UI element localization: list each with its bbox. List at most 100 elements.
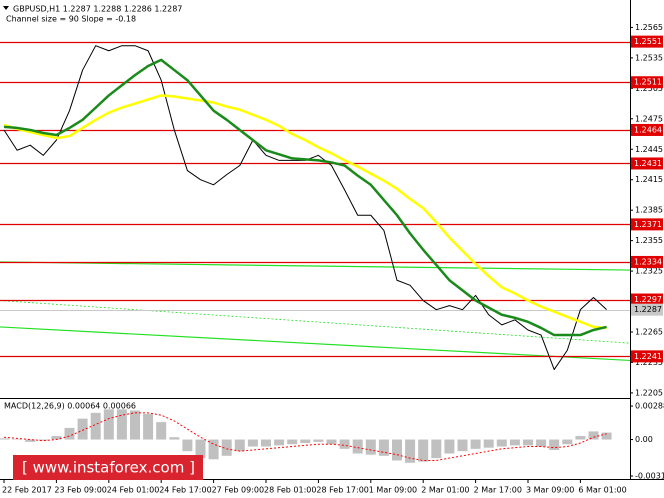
macd-bar — [116, 409, 127, 440]
channel-line — [0, 326, 631, 362]
series-line — [3, 94, 607, 330]
x-tick-label: 22 Feb 2017 — [2, 486, 52, 495]
macd-bar — [38, 439, 49, 441]
macd-bar — [392, 439, 402, 461]
x-tick-label: 27 Feb 09:00 — [212, 486, 264, 495]
last-price-box — [631, 303, 663, 316]
level-label-box — [631, 255, 663, 268]
channel-line — [0, 261, 631, 271]
watermark: [ www.instaforex.com ] — [22, 459, 195, 477]
macd-bar — [287, 439, 298, 445]
level-label: 1.2511 — [634, 78, 662, 87]
macd-bar — [378, 439, 389, 456]
macd-bar — [130, 410, 140, 440]
macd-bar — [261, 439, 271, 447]
macd-bar — [274, 439, 285, 446]
main-panel: 1.2565 1.2535 1.2505 1.2475 1.2445 1.2415 1.23… — [0, 23, 663, 495]
macd-bar — [418, 439, 429, 462]
macd-bar — [313, 439, 324, 442]
chart-subtitle: Channel size = 90 Slope = -0.18 — [6, 15, 136, 24]
x-tick-label: 2 Mar 01:00 — [421, 486, 469, 495]
macd-bar — [431, 439, 442, 459]
y-tick-label: 1.2505 — [635, 84, 663, 93]
macd-bar — [470, 439, 481, 449]
y-tick-label: 1.2235 — [635, 358, 663, 367]
level-label-box — [631, 123, 663, 136]
macd-bar — [536, 439, 547, 447]
macd-bar — [90, 412, 101, 440]
level-label-box — [631, 293, 663, 306]
macd-bar — [549, 439, 560, 451]
macd-bar — [405, 439, 416, 463]
macd-bar — [169, 437, 180, 440]
level-label-box — [631, 350, 663, 363]
y-tick-label: 1.2355 — [635, 236, 663, 245]
macd-bar — [247, 439, 258, 447]
y-tick-label: 0.00 — [635, 435, 653, 444]
macd-bar — [0, 438, 9, 440]
macd-bar — [182, 439, 193, 452]
macd-bar — [444, 439, 455, 454]
y-tick-label: 1.2325 — [635, 267, 663, 276]
macd-bar — [195, 439, 206, 459]
level-label: 1.2464 — [634, 125, 662, 134]
macd-bar — [208, 439, 219, 460]
x-tick-label: 23 Feb 09:00 — [54, 486, 106, 495]
x-tick-label: 1 Mar 09:00 — [369, 486, 417, 495]
macd-bar — [326, 439, 337, 445]
macd-bar — [64, 427, 75, 440]
last-price-label: 1.2287 — [634, 305, 662, 314]
x-tick-label: 24 Feb 01:00 — [107, 486, 159, 495]
macd-bar — [221, 439, 232, 456]
macd-bar — [103, 409, 114, 440]
macd-bar — [12, 439, 23, 441]
macd-bar — [352, 439, 363, 454]
series-line — [3, 58, 607, 337]
macd-bar — [339, 439, 350, 449]
macd-bar — [562, 439, 573, 445]
y-tick-label: 1.2265 — [635, 328, 663, 337]
y-tick-label: 1.2205 — [635, 388, 663, 397]
y-tick-label: -0.00314 — [635, 472, 664, 481]
signal-line — [3, 412, 607, 461]
macd-bar — [523, 439, 533, 446]
y-tick-label: 0.00288 — [635, 402, 664, 411]
macd-bar — [300, 439, 311, 444]
menu-arrow — [3, 6, 9, 10]
macd-bar — [77, 418, 88, 440]
x-tick-label: 28 Feb 01:00 — [264, 486, 316, 495]
macd-bar — [51, 436, 62, 440]
macd-bar — [457, 439, 468, 452]
macd-bar — [234, 439, 245, 452]
x-tick-label: 6 Mar 01:00 — [578, 486, 626, 495]
x-tick-label: 28 Feb 17:00 — [316, 486, 368, 495]
level-label: 1.2431 — [634, 159, 662, 168]
macd-bar — [143, 413, 154, 440]
level-label: 1.2241 — [634, 352, 662, 361]
level-label-box — [631, 218, 663, 231]
y-tick-label: 1.2535 — [635, 53, 663, 62]
level-label: 1.2551 — [634, 37, 662, 46]
macd-panel: 0.00288 0.00 -0.00314 — [0, 402, 664, 481]
macd-bar — [156, 422, 167, 440]
macd-bar — [509, 439, 520, 446]
watermark-box — [13, 455, 203, 480]
level-label-box — [631, 157, 663, 170]
y-tick-label: 1.2415 — [635, 175, 663, 184]
macd-bar — [483, 439, 494, 448]
level-label: 1.2297 — [634, 295, 662, 304]
channel-line — [0, 300, 631, 344]
macd-title: MACD(12,26,9) 0.00064 0.00066 — [4, 402, 136, 411]
level-label: 1.2371 — [634, 220, 662, 229]
x-tick-label: 2 Mar 17:00 — [474, 486, 522, 495]
macd-bar — [496, 439, 507, 447]
y-tick-label: 1.2385 — [635, 206, 663, 215]
macd-bar — [601, 432, 612, 440]
y-tick-label: 1.2475 — [635, 114, 663, 123]
x-tick-label: 3 Mar 09:00 — [526, 486, 574, 495]
y-tick-label: 1.2445 — [635, 145, 663, 154]
level-label-box — [631, 35, 663, 48]
macd-bar — [25, 439, 36, 442]
